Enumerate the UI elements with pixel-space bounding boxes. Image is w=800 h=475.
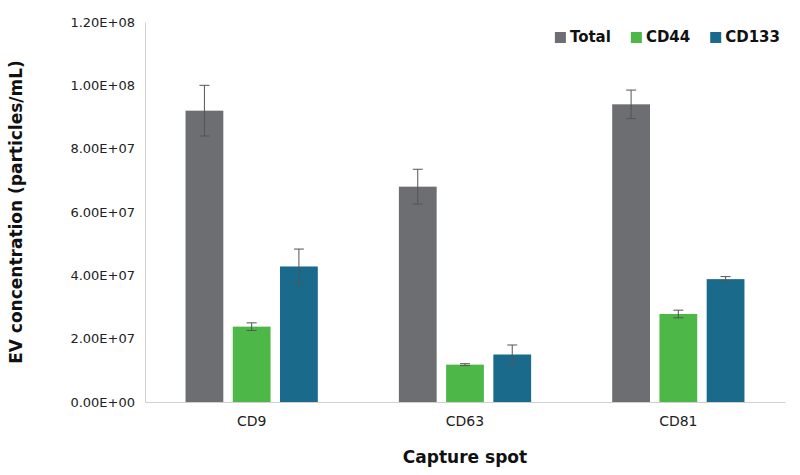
series-0 (186, 85, 650, 402)
error-bar (247, 323, 257, 331)
legend-label: CD44 (646, 28, 690, 46)
bar (233, 327, 271, 402)
bar (186, 111, 224, 402)
error-bar (721, 277, 731, 282)
error-bar (626, 90, 636, 119)
y-tick-label: 8.00E+07 (70, 141, 135, 156)
error-bar (507, 345, 517, 364)
bar (659, 314, 697, 402)
bars (186, 85, 745, 402)
y-tick: 0.00E+00 (70, 395, 145, 410)
error-bar (294, 249, 304, 284)
error-bar (673, 310, 683, 318)
x-axis-title: Capture spot (403, 447, 527, 467)
y-tick-label: 6.00E+07 (70, 205, 135, 220)
x-tick-label: CD63 (446, 413, 484, 429)
x-tick: CD63 (446, 413, 484, 429)
x-axis-line (146, 402, 786, 403)
legend-swatch (710, 32, 721, 43)
y-tick-label: 1.00E+08 (70, 78, 135, 93)
x-tick: CD81 (659, 413, 697, 429)
bar (612, 104, 650, 402)
legend-swatch (631, 32, 642, 43)
bar (399, 187, 437, 402)
y-tick: 6.00E+07 (70, 205, 145, 220)
x-axis: CD9 CD63 CD81 (146, 403, 786, 429)
y-tick-label: 0.00E+00 (70, 395, 135, 410)
error-bar (413, 169, 423, 204)
legend: Total CD44 CD133 (555, 28, 780, 46)
legend-item: Total (555, 28, 611, 46)
legend-swatch (555, 32, 566, 43)
y-axis-line (145, 23, 146, 403)
legend-label: Total (570, 28, 611, 46)
y-axis: 0.00E+00 2.00E+07 4.00E+07 6.00E+07 8.00E+07… (70, 15, 145, 410)
error-bar (199, 85, 209, 136)
legend-item: CD133 (710, 28, 780, 46)
y-tick-label: 1.20E+08 (70, 15, 135, 30)
y-tick-label: 2.00E+07 (70, 331, 135, 346)
error-bar (460, 364, 470, 366)
bar (707, 279, 745, 402)
legend-label: CD133 (725, 28, 780, 46)
x-tick-label: CD81 (659, 413, 697, 429)
x-tick: CD9 (237, 413, 266, 429)
x-tick-label: CD9 (237, 413, 266, 429)
series-2 (280, 249, 744, 402)
bar (280, 266, 318, 402)
y-tick: 1.00E+08 (70, 78, 145, 93)
y-tick: 2.00E+07 (70, 331, 145, 346)
legend-item: CD44 (631, 28, 690, 46)
chart: 0.00E+00 2.00E+07 4.00E+07 6.00E+07 8.00E+07… (0, 0, 800, 475)
y-tick-label: 4.00E+07 (70, 268, 135, 283)
y-tick: 8.00E+07 (70, 141, 145, 156)
bar (446, 365, 484, 402)
y-tick: 1.20E+08 (70, 15, 145, 30)
y-tick: 4.00E+07 (70, 268, 145, 283)
y-axis-title: EV concentration (particles/mL) (6, 60, 26, 364)
